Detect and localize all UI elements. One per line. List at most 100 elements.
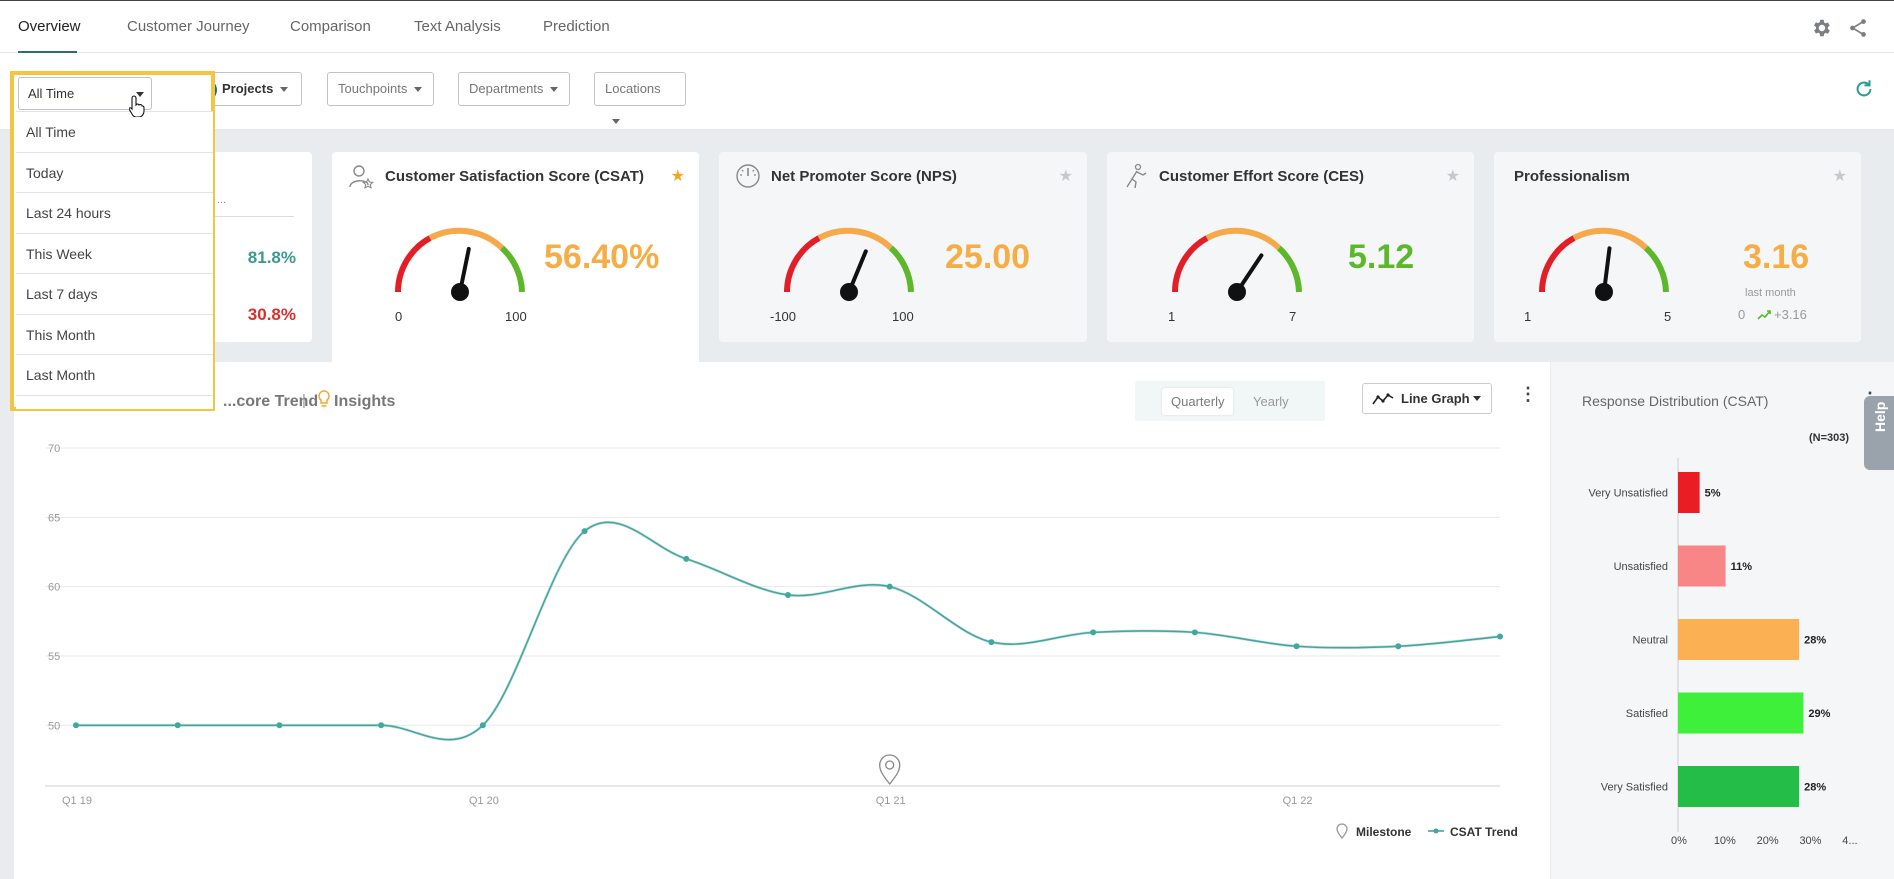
time-option[interactable]: All Time: [16, 112, 213, 153]
tab-prediction[interactable]: Prediction: [543, 18, 610, 35]
gauge-max: 100: [892, 309, 914, 324]
gauge-max: 5: [1664, 309, 1672, 324]
tab-overview[interactable]: Overview: [18, 18, 81, 35]
star-icon[interactable]: ★: [1832, 168, 1847, 185]
share-icon[interactable]: [1847, 17, 1869, 39]
partial-kpi-card: ... 81.8% 30.8%: [205, 152, 312, 342]
category-label: Very Unsatisfied: [1589, 488, 1668, 500]
bar-value-label: 11%: [1731, 561, 1753, 573]
star-icon[interactable]: ★: [1445, 168, 1460, 185]
gauge: [1539, 227, 1669, 301]
professionalism-card[interactable]: Professionalism ★ 1 5 3.16 last month 0 …: [1494, 152, 1861, 342]
legend-series-swatch: [1428, 828, 1444, 834]
filter-bar: AProjects Touchpoints Departments Locati…: [0, 53, 1894, 130]
y-tick-label: 60: [48, 582, 60, 594]
delta-value: +3.16: [1774, 307, 1807, 322]
milestone-marker: [879, 754, 901, 786]
time-option[interactable]: Today: [16, 153, 213, 193]
time-option[interactable]: Last 7 days: [16, 274, 213, 315]
gauge-min: -100: [770, 309, 797, 324]
chevron-down-icon: [550, 87, 559, 93]
chevron-down-icon: [414, 87, 423, 93]
category-label: Very Satisfied: [1601, 782, 1668, 794]
gauge-min: 1: [1524, 309, 1532, 324]
ces-value: 5.12: [1348, 238, 1415, 276]
tab-customer-journey[interactable]: Customer Journey: [127, 18, 250, 35]
refresh-icon[interactable]: [1853, 78, 1875, 100]
time-option[interactable]: This Week: [16, 234, 213, 274]
legend-milestone: Milestone: [1356, 825, 1412, 839]
card-title: Customer Effort Score (CES): [1159, 168, 1365, 185]
yearly-option[interactable]: Yearly: [1253, 394, 1289, 409]
data-point: [73, 722, 79, 729]
x-tick-label: 10%: [1714, 835, 1736, 847]
locations-filter[interactable]: Locations: [594, 72, 686, 125]
insights-link[interactable]: Insights: [334, 393, 396, 410]
y-tick-label: 65: [48, 512, 60, 524]
graph-type-label: Line Graph: [1401, 391, 1470, 406]
bar: [1678, 692, 1804, 734]
sample-size: (N=303): [1809, 432, 1850, 444]
data-point: [1293, 643, 1300, 650]
nps-value: 25.00: [945, 238, 1031, 276]
distribution-chart: Very Unsatisfied 5% Unsatisfied 11% Neutral 2…: [1589, 458, 1858, 847]
card-title: Customer Satisfaction Score (CSAT): [385, 168, 644, 185]
milestone-legend-icon: [1336, 823, 1348, 839]
time-option[interactable]: This Quarter: [16, 396, 213, 410]
time-option[interactable]: This Month: [16, 315, 213, 355]
data-point: [276, 722, 283, 729]
trend-chart: 70 65 60 55 50 Q1 19 Q1 20 Q1 21 Q1 22: [45, 443, 1503, 807]
csat-card[interactable]: Customer Satisfaction Score (CSAT) ★ 0 1…: [332, 152, 699, 362]
touchpoints-filter-label: Touchpoints: [338, 81, 408, 96]
departments-filter[interactable]: Departments: [458, 72, 570, 106]
bar-value-label: 28%: [1804, 635, 1826, 647]
time-option[interactable]: Last Month: [16, 355, 213, 396]
ces-card[interactable]: Customer Effort Score (CES) ★ 1 7 5.12: [1107, 152, 1474, 342]
line-graph-icon: [1372, 393, 1394, 405]
bar-value-label: 5%: [1705, 488, 1721, 500]
touchpoints-filter[interactable]: Touchpoints: [327, 72, 434, 106]
data-point: [479, 722, 486, 729]
time-range-selected: All Time: [28, 86, 75, 101]
y-tick-label: 70: [48, 443, 60, 455]
category-label: Unsatisfied: [1614, 561, 1668, 573]
map-pin-dot: [885, 760, 895, 770]
data-point: [1395, 643, 1402, 650]
x-tick-label: 4...: [1842, 835, 1857, 847]
data-point: [1191, 629, 1198, 636]
bar-value-label: 29%: [1808, 708, 1830, 720]
gauge-min: 1: [1168, 309, 1176, 324]
tab-comparison[interactable]: Comparison: [290, 18, 371, 35]
star-icon[interactable]: ★: [670, 168, 685, 185]
graph-type-select[interactable]: Line Graph: [1362, 383, 1492, 414]
quarterly-option[interactable]: Quarterly: [1162, 388, 1234, 415]
gauge-max: 7: [1289, 309, 1297, 324]
legend-series: CSAT Trend: [1450, 825, 1518, 839]
bar: [1678, 766, 1800, 807]
divider: [210, 216, 294, 217]
person-pushing-icon: [1126, 163, 1147, 189]
speedometer-icon: [736, 164, 760, 188]
trend-title: ...core Trend: [223, 393, 319, 410]
y-tick-label: 50: [48, 720, 60, 732]
distribution-title: Response Distribution (CSAT): [1582, 393, 1769, 409]
metric-value: 30.8%: [247, 305, 296, 324]
more-options-icon[interactable]: ⋮: [1519, 384, 1537, 404]
time-range-select[interactable]: All Time: [18, 77, 152, 110]
period-toggle: Quarterly Yearly: [1135, 381, 1325, 421]
gear-icon[interactable]: [1810, 17, 1832, 39]
data-point: [1090, 629, 1097, 636]
bar: [1678, 545, 1726, 587]
nps-card[interactable]: Net Promoter Score (NPS) ★ -100 100 25.0…: [719, 152, 1087, 342]
x-tick-label: Q1 22: [1283, 795, 1313, 807]
trend-up-icon: [1757, 310, 1771, 320]
time-range-options: All Time Today Last 24 hours This Week Last …: [16, 111, 213, 409]
x-tick-label: Q1 20: [469, 795, 499, 807]
star-icon[interactable]: ★: [1058, 168, 1073, 185]
x-tick-label: 0%: [1671, 835, 1687, 847]
tab-text-analysis[interactable]: Text Analysis: [414, 18, 501, 35]
bar: [1678, 472, 1700, 513]
help-tab[interactable]: Help: [1864, 396, 1894, 470]
time-option[interactable]: Last 24 hours: [16, 193, 213, 234]
category-label: Neutral: [1633, 635, 1668, 647]
